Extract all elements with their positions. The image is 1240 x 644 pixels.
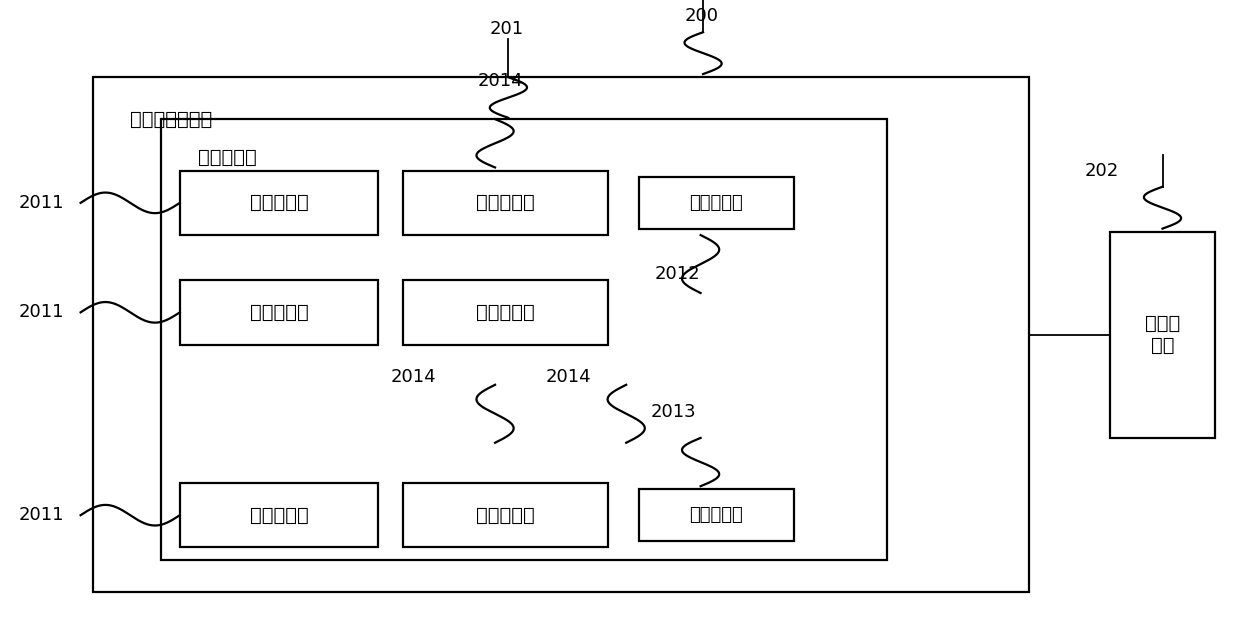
Bar (180, 280, 378, 345)
Bar (180, 483, 378, 547)
Text: 201: 201 (490, 20, 525, 38)
Bar (180, 171, 378, 235)
Bar (161, 119, 887, 560)
Text: 2011: 2011 (19, 506, 64, 524)
Text: 2014: 2014 (546, 368, 591, 386)
Bar (639, 489, 794, 541)
Text: 第一输出端: 第一输出端 (689, 194, 743, 212)
Text: 200: 200 (684, 7, 718, 25)
Text: 2011: 2011 (19, 303, 64, 321)
Text: 2013: 2013 (651, 403, 697, 421)
Text: 子件接线盒: 子件接线盒 (476, 303, 534, 322)
Text: 太阳能子件: 太阳能子件 (249, 506, 309, 525)
Text: 太阳能发电系统: 太阳能发电系统 (130, 109, 212, 129)
Bar (1110, 232, 1215, 438)
Text: 2014: 2014 (391, 368, 436, 386)
Text: 子件接线盒: 子件接线盒 (476, 506, 534, 525)
Text: 2012: 2012 (655, 265, 701, 283)
Text: 子件接线盒: 子件接线盒 (476, 193, 534, 213)
Bar (93, 77, 1029, 592)
Text: 2011: 2011 (19, 194, 64, 212)
Text: 接线盒
网关: 接线盒 网关 (1145, 314, 1180, 355)
Text: 太阳能子件: 太阳能子件 (249, 193, 309, 213)
Bar (639, 177, 794, 229)
Text: 太阳能子件: 太阳能子件 (249, 303, 309, 322)
Bar (403, 280, 608, 345)
Bar (403, 483, 608, 547)
Text: 第一输出端: 第一输出端 (689, 506, 743, 524)
Bar (403, 171, 608, 235)
Text: 2014: 2014 (477, 71, 523, 90)
Text: 太阳能组件: 太阳能组件 (198, 148, 257, 167)
Text: 202: 202 (1085, 162, 1120, 180)
